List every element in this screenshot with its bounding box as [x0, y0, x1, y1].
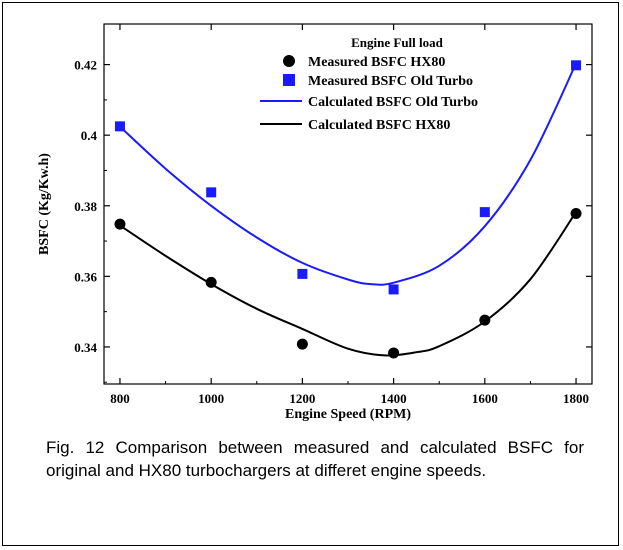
- x-tick-label: 800: [110, 391, 130, 406]
- series-layer: [114, 60, 582, 359]
- data-point-circle: [114, 218, 126, 230]
- y-tick-label: 0.4: [81, 128, 98, 143]
- legend-label: Calculated BSFC HX80: [308, 118, 450, 133]
- data-point-square: [388, 284, 399, 295]
- figure-frame: [2, 2, 619, 546]
- legend-label: Calculated BSFC Old Turbo: [308, 95, 478, 110]
- legend-label: Measured BSFC HX80: [308, 55, 445, 70]
- legend-marker-square: [283, 74, 295, 86]
- legend-label: Measured BSFC Old Turbo: [308, 74, 473, 89]
- x-tick-label: 1200: [289, 391, 315, 406]
- y-axis-ticks: 0.34 0.36 0.38 0.4 0.42: [74, 58, 592, 383]
- x-tick-label: 1000: [198, 391, 224, 406]
- x-axis-label: Engine Speed (RPM): [285, 407, 411, 422]
- x-axis-ticks: 800 1000 1200 1400 1600 1800: [110, 24, 589, 406]
- data-point-square: [114, 121, 125, 132]
- series-line: [119, 211, 577, 357]
- y-tick-label: 0.36: [74, 269, 97, 284]
- y-tick-label: 0.42: [74, 58, 97, 73]
- legend: Measured BSFC HX80 Measured BSFC Old Turb…: [260, 55, 478, 133]
- y-axis-label: BSFC (Kg/Kw.h): [37, 153, 52, 255]
- series-line: [119, 63, 577, 286]
- data-point-circle: [205, 276, 217, 288]
- x-tick-label: 1400: [381, 391, 407, 406]
- y-tick-label: 0.38: [74, 199, 97, 214]
- chart-title: Engine Full load: [351, 35, 444, 50]
- data-point-circle: [296, 338, 308, 350]
- data-point-circle: [570, 208, 582, 220]
- data-point-square: [571, 60, 582, 71]
- y-tick-label: 0.34: [74, 340, 97, 355]
- x-tick-label: 1800: [563, 391, 589, 406]
- data-point-square: [297, 268, 308, 279]
- data-point-square: [206, 187, 217, 198]
- data-point-circle: [388, 347, 400, 359]
- figure-caption: Fig. 12 Comparison between measured and …: [46, 438, 584, 480]
- x-tick-label: 1600: [472, 391, 498, 406]
- legend-marker-circle: [283, 55, 295, 67]
- data-point-circle: [479, 314, 491, 326]
- data-point-square: [479, 207, 490, 218]
